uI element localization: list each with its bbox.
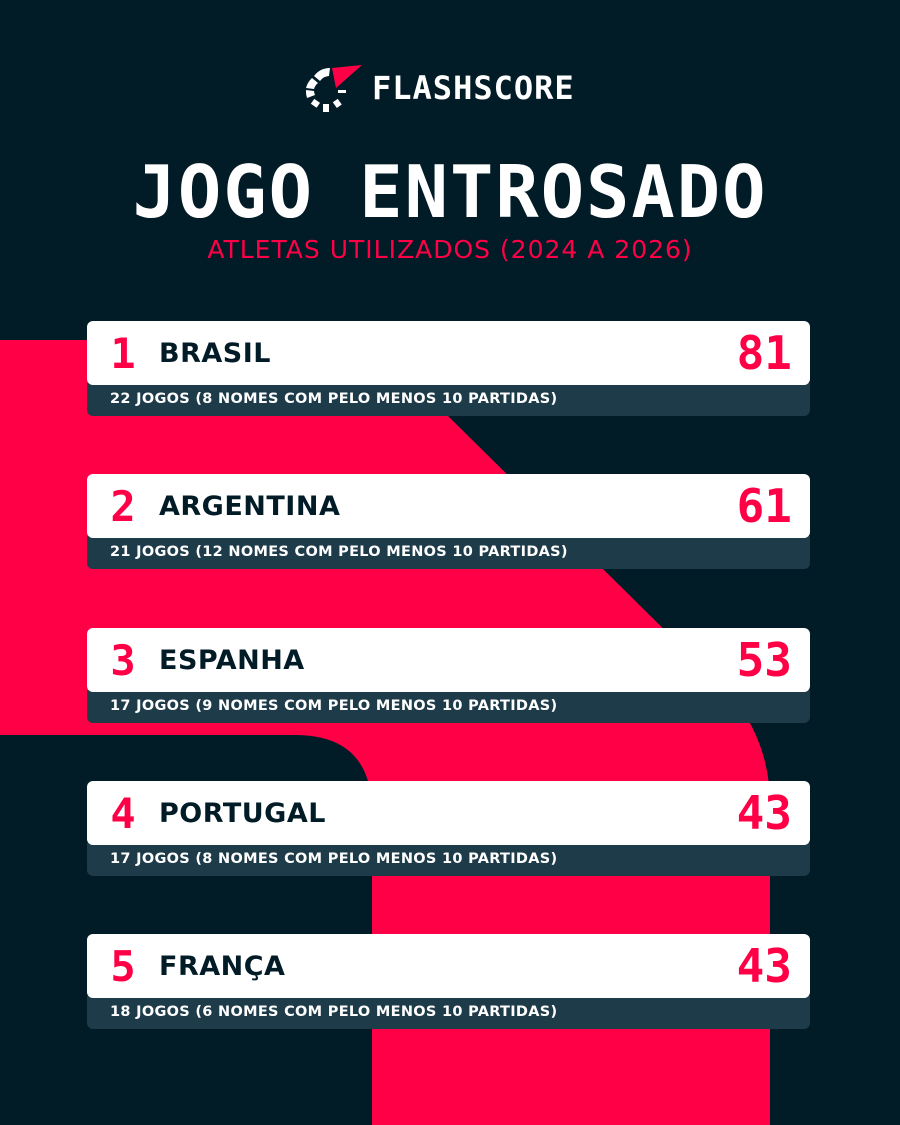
rank-number: 5	[110, 941, 136, 991]
card-detail: 17 JOGOS (9 NOMES COM PELO MENOS 10 PART…	[87, 690, 810, 723]
team-name: FRANÇA	[159, 950, 286, 982]
team-name: ARGENTINA	[159, 490, 341, 522]
players-used-value: 53	[736, 633, 792, 687]
team-name: BRASIL	[159, 337, 271, 369]
ranking-card: 1 BRASIL 81 22 JOGOS (8 NOMES COM PELO MEN…	[87, 321, 810, 416]
players-used-value: 43	[736, 786, 792, 840]
flashscore-logo-icon	[305, 65, 362, 112]
page-subtitle: ATLETAS UTILIZADOS (2024 A 2026)	[207, 235, 693, 264]
brand-name: FLASHSCORE	[372, 69, 575, 107]
ranking-card: 3 ESPANHA 53 17 JOGOS (9 NOMES COM PELO ME…	[87, 628, 810, 723]
team-name: PORTUGAL	[159, 797, 326, 829]
team-name: ESPANHA	[159, 644, 305, 676]
ranking-card: 5 FRANÇA 43 18 JOGOS (6 NOMES COM PELO MEN…	[87, 934, 810, 1029]
card-detail: 18 JOGOS (6 NOMES COM PELO MENOS 10 PART…	[87, 996, 810, 1029]
players-used-value: 81	[736, 326, 792, 380]
card-detail: 21 JOGOS (12 NOMES COM PELO MENOS 10 PAR…	[87, 536, 810, 569]
rank-number: 4	[110, 788, 136, 838]
page-title: JOGO ENTROSADO	[132, 150, 768, 234]
ranking-card: 4 PORTUGAL 43 17 JOGOS (8 NOMES COM PELO M…	[87, 781, 810, 876]
rank-number: 2	[110, 481, 136, 531]
players-used-value: 43	[736, 939, 792, 993]
card-detail: 17 JOGOS (8 NOMES COM PELO MENOS 10 PART…	[87, 843, 810, 876]
ranking-card: 2 ARGENTINA 61 21 JOGOS (12 NOMES COM PELO…	[87, 474, 810, 569]
rank-number: 1	[110, 328, 136, 378]
card-detail: 22 JOGOS (8 NOMES COM PELO MENOS 10 PART…	[87, 383, 810, 416]
flashscore-logo: FLASHSCORE	[302, 62, 575, 114]
rank-number: 3	[110, 635, 136, 685]
players-used-value: 61	[736, 479, 792, 533]
